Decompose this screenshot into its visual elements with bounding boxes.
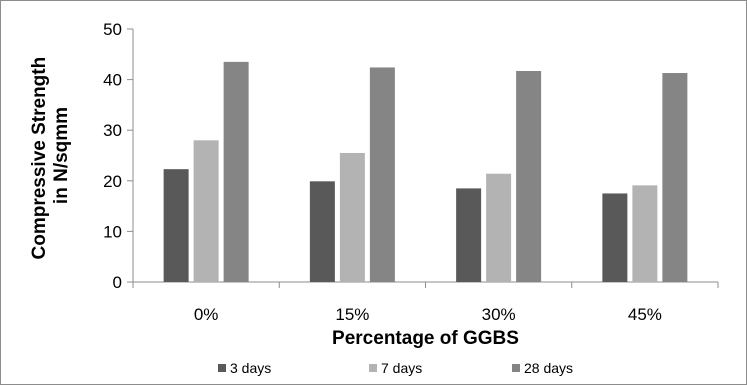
legend-swatch-28-days	[512, 364, 520, 372]
x-tick-label: 0%	[194, 305, 219, 324]
y-tick-label: 40	[103, 71, 122, 90]
x-axis-title: Percentage of GGBS	[332, 328, 519, 349]
bar-3-days-15pct	[309, 181, 335, 282]
bar-7-days-0pct	[193, 140, 219, 282]
y-axis-title-line-1: Compressive Strength	[29, 57, 50, 260]
bar-3-days-0pct	[163, 169, 189, 282]
bar-3-days-45pct	[602, 193, 628, 282]
legend-label-28-days: 28 days	[524, 360, 573, 376]
bar-3-days-30pct	[456, 188, 482, 282]
y-axis-title-line-2: in N/sqmm	[51, 107, 72, 204]
y-tick-label: 10	[103, 222, 122, 241]
y-tick-label: 30	[103, 121, 122, 140]
bar-28-days-30pct	[516, 70, 542, 282]
bar-28-days-0pct	[223, 61, 249, 282]
legend-swatch-7-days	[369, 364, 377, 372]
bar-7-days-15pct	[339, 152, 365, 282]
bar-7-days-45pct	[632, 185, 658, 282]
x-tick-label: 30%	[482, 305, 516, 324]
bar-7-days-30pct	[486, 173, 512, 282]
legend-swatch-3-days	[218, 364, 226, 372]
legend: 3 days 7 days 28 days	[218, 360, 573, 376]
y-axis-ticks: 0 10 20 30 40 50	[103, 20, 133, 292]
y-axis-title: Compressive Strength in N/sqmm	[29, 51, 72, 259]
axes	[132, 29, 718, 283]
bars	[163, 61, 688, 283]
y-tick-label: 50	[103, 20, 122, 39]
x-tick-label: 15%	[335, 305, 369, 324]
legend-label-7-days: 7 days	[381, 360, 422, 376]
y-tick-label: 0	[113, 273, 122, 292]
y-tick-label: 20	[103, 172, 122, 191]
x-tick-label: 45%	[628, 305, 662, 324]
legend-label-3-days: 3 days	[230, 360, 271, 376]
bar-28-days-15pct	[369, 67, 395, 283]
bar-28-days-45pct	[662, 73, 688, 282]
x-axis-ticks: 0% 15% 30% 45%	[132, 282, 719, 324]
